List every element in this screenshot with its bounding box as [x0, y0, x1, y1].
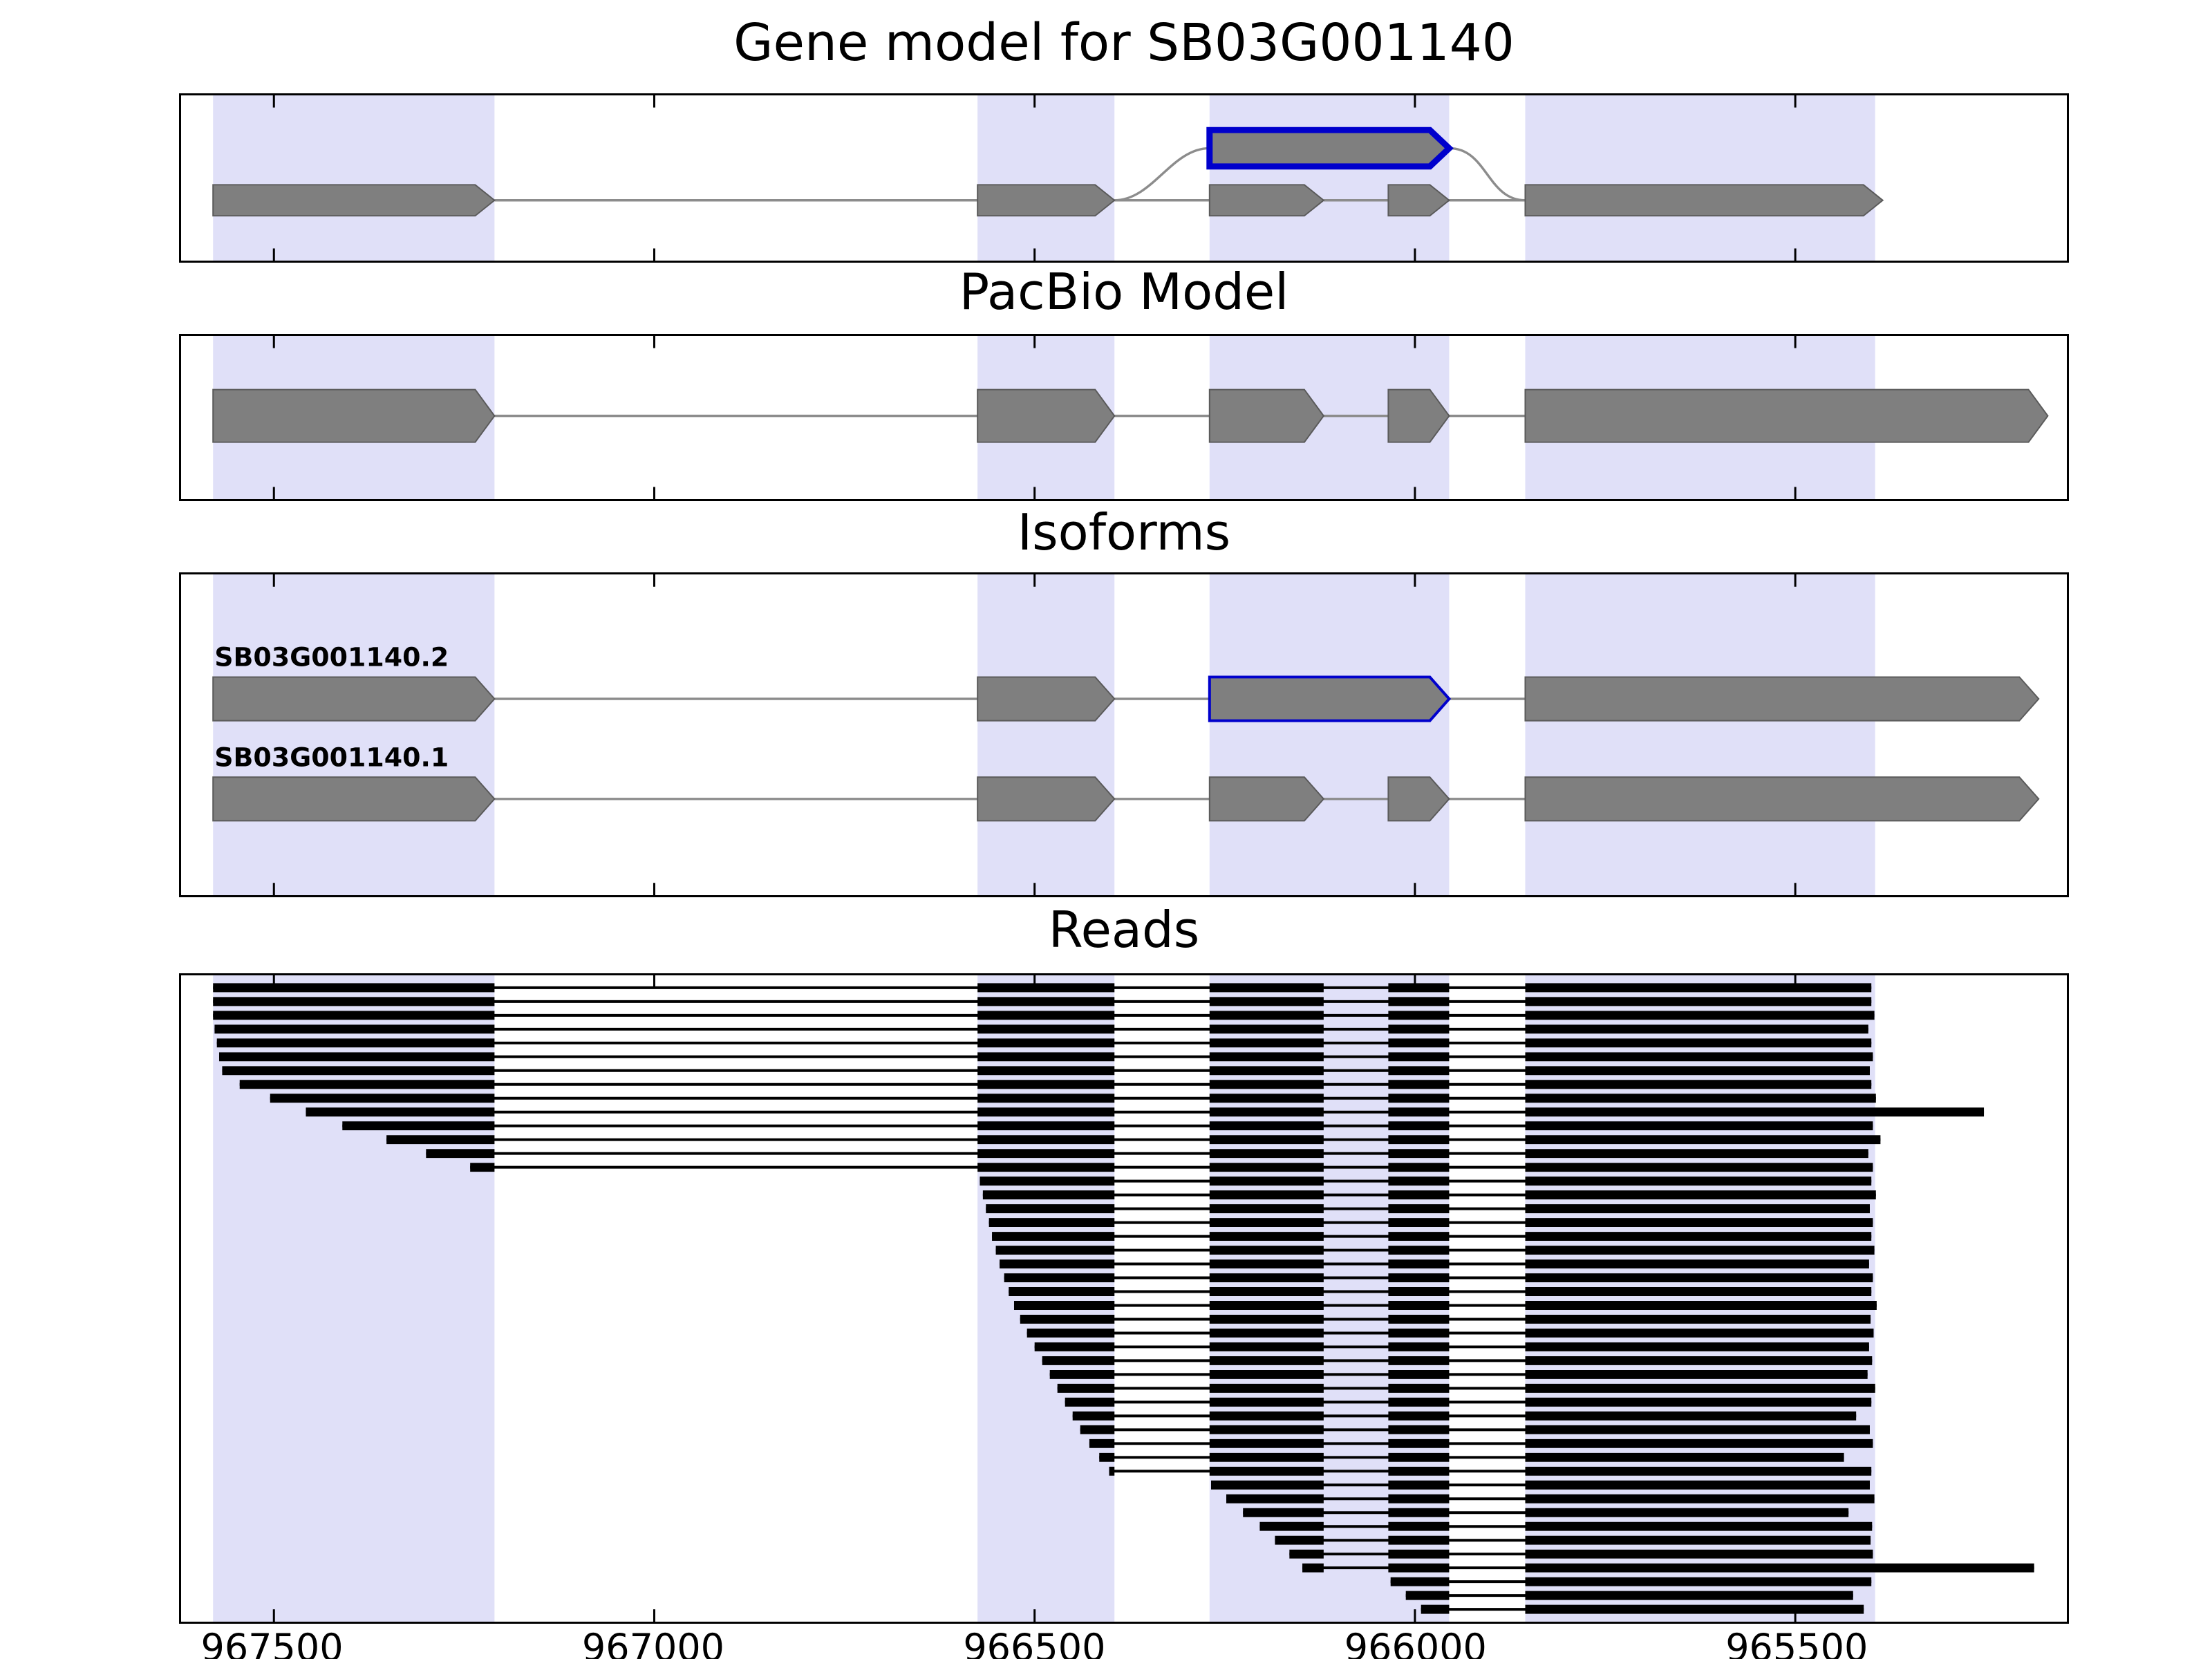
exon	[1387, 388, 1450, 443]
exon	[1208, 388, 1325, 443]
exon	[1524, 388, 2049, 443]
exon	[212, 676, 496, 722]
gene-model-title: Gene model for SB03G001140	[733, 13, 1515, 73]
isoforms-panel: SB03G001140.2 SB03G001140.1	[179, 572, 2069, 897]
x-tick-label: 966500	[963, 1626, 1106, 1659]
exon-band	[213, 95, 495, 261]
exon	[977, 388, 1116, 443]
reads-plot	[213, 975, 2034, 1622]
splice-arc	[1449, 147, 1526, 202]
exon-band	[977, 574, 1115, 895]
x-tick-label: 967500	[200, 1626, 344, 1659]
isoforms-plot: SB03G001140.2 SB03G001140.1	[212, 574, 2040, 895]
splice-arc	[1114, 147, 1210, 202]
isoform-label: SB03G001140.1	[214, 742, 449, 773]
reads-title: Reads	[1048, 901, 1200, 959]
exon-band	[1209, 95, 1450, 261]
exon-band	[1525, 95, 1875, 261]
x-tick-label: 966000	[1344, 1626, 1487, 1659]
exon	[1387, 184, 1451, 217]
exon	[212, 776, 496, 822]
exon	[1208, 184, 1325, 217]
exon-band	[977, 95, 1115, 261]
exon	[1524, 676, 2040, 722]
pacbio-title: PacBio Model	[959, 263, 1289, 321]
exon	[212, 184, 496, 217]
x-axis-tick-labels: 967500 967000 966500 966000 965500	[179, 1626, 2069, 1659]
gene-model-plot	[212, 95, 1884, 261]
exon-band	[1525, 574, 1875, 895]
exon	[1208, 776, 1325, 822]
exon	[1524, 776, 2040, 822]
exon	[1524, 184, 1884, 217]
reads-panel	[179, 973, 2069, 1624]
exon	[977, 676, 1116, 722]
exon	[1208, 675, 1452, 722]
isoform-label: SB03G001140.2	[214, 642, 449, 673]
gene-model-panel	[179, 93, 2069, 263]
x-tick-label: 967000	[581, 1626, 725, 1659]
exon	[977, 184, 1116, 217]
pacbio-plot	[212, 336, 2049, 499]
exon-band	[1209, 574, 1450, 895]
exon	[212, 388, 496, 443]
exon	[1206, 126, 1454, 170]
pacbio-panel	[179, 334, 2069, 501]
exon-band	[213, 574, 495, 895]
exon	[977, 776, 1116, 822]
x-tick-label: 965500	[1725, 1626, 1868, 1659]
isoforms-title: Isoforms	[1017, 503, 1231, 561]
exon	[1387, 776, 1450, 822]
